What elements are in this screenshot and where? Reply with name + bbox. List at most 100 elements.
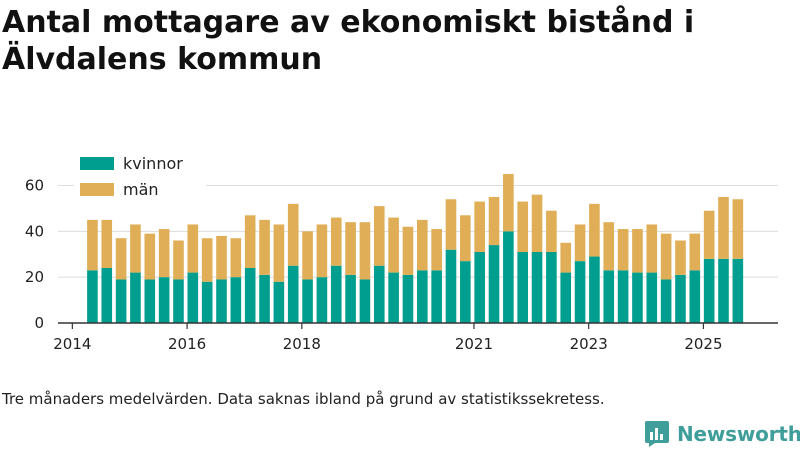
bar-kvinnor [101, 268, 113, 323]
bar-kvinnor [359, 279, 371, 323]
bar-män [531, 194, 543, 252]
bar-kvinnor [388, 272, 399, 323]
stacked-bar-chart: 0 20 40 60 2014 2016 2018 2021 2023 2025 kvinnor… [25, 150, 778, 350]
bar-män [302, 231, 313, 280]
bar-män [173, 240, 184, 280]
bar-kvinnor [718, 258, 729, 323]
bar-män [703, 210, 715, 259]
y-tick-label: 60 [25, 177, 44, 195]
bar-män [546, 210, 557, 252]
bars [87, 174, 744, 324]
bar-kvinnor [503, 231, 514, 323]
x-tick-label: 2025 [684, 335, 722, 350]
bar-män [115, 238, 127, 280]
bar-kvinnor [675, 274, 686, 324]
bar-män [345, 222, 356, 275]
bar-kvinnor [703, 258, 715, 323]
x-tick-label: 2016 [168, 335, 206, 350]
bar-kvinnor [603, 270, 615, 323]
x-tick-labels: 2014 2016 2018 2021 2023 2025 [53, 335, 722, 350]
bar-kvinnor [259, 274, 270, 324]
bar-kvinnor [373, 265, 385, 323]
bar-män [445, 199, 457, 250]
bar-män [417, 219, 428, 271]
bar-kvinnor [87, 270, 98, 323]
bar-kvinnor [230, 277, 242, 323]
bar-män [503, 174, 514, 232]
bar-kvinnor [144, 279, 156, 323]
bar-kvinnor [402, 274, 414, 324]
bar-kvinnor [646, 272, 658, 323]
bar-män [87, 219, 98, 271]
brand-name: Newsworthy [677, 422, 800, 446]
bar-kvinnor [632, 272, 643, 323]
bar-kvinnor [589, 256, 600, 323]
bar-kvinnor [345, 274, 356, 324]
bar-män [402, 226, 414, 275]
y-tick-label: 20 [25, 268, 44, 286]
bar-kvinnor [244, 268, 256, 323]
bar-kvinnor [660, 279, 672, 323]
bar-män [488, 196, 500, 246]
bar-män [259, 219, 270, 275]
bar-män [589, 203, 600, 257]
x-tick-label: 2021 [455, 335, 493, 350]
bar-kvinnor [689, 270, 701, 323]
bar-kvinnor [158, 277, 170, 323]
bar-män [460, 215, 471, 262]
bar-kvinnor [546, 251, 557, 323]
bar-kvinnor [431, 270, 442, 323]
bar-kvinnor [273, 281, 285, 323]
bar-kvinnor [617, 270, 629, 323]
bar-män [689, 233, 701, 271]
bar-kvinnor [201, 281, 213, 323]
bar-kvinnor [531, 251, 543, 323]
bar-män [244, 215, 256, 268]
bar-män [617, 229, 629, 271]
bar-män [330, 217, 342, 266]
bar-kvinnor [173, 279, 184, 323]
bar-män [675, 240, 686, 275]
legend-label-män: män [123, 180, 159, 199]
bar-män [517, 201, 528, 252]
bar-kvinnor [130, 272, 141, 323]
bar-kvinnor [287, 265, 299, 323]
y-tick-labels: 0 20 40 60 [25, 177, 44, 333]
legend: kvinnor män [74, 150, 206, 206]
bar-män [660, 233, 672, 280]
bar-kvinnor [330, 265, 342, 323]
x-axis [58, 322, 778, 329]
bar-kvinnor [474, 251, 485, 323]
bar-män [158, 229, 170, 278]
bar-kvinnor [517, 251, 528, 323]
bar-kvinnor [460, 261, 471, 324]
bar-män [646, 224, 658, 273]
bar-kvinnor [445, 249, 457, 323]
bar-män [388, 217, 399, 273]
chart-caption: Tre månaders medelvärden. Data saknas ib… [2, 390, 605, 408]
bar-män [230, 238, 242, 278]
bar-män [718, 196, 729, 259]
bar-män [130, 224, 141, 273]
bar-chart-bubble-icon [645, 421, 669, 447]
bar-män [632, 229, 643, 273]
brand-logo: Newsworthy [644, 420, 800, 448]
bar-män [316, 224, 328, 278]
x-tick-label: 2023 [570, 335, 608, 350]
bar-kvinnor [187, 272, 199, 323]
x-tick-label: 2018 [283, 335, 321, 350]
bar-kvinnor [115, 279, 127, 323]
legend-label-kvinnor: kvinnor [123, 154, 183, 173]
bar-män [273, 224, 285, 282]
bar-män [732, 199, 744, 259]
bar-män [560, 242, 572, 273]
bar-män [474, 201, 485, 252]
bar-män [603, 222, 615, 271]
bar-kvinnor [732, 258, 744, 323]
x-tick-label: 2014 [53, 335, 91, 350]
bar-kvinnor [488, 245, 500, 323]
bar-kvinnor [302, 279, 313, 323]
legend-swatch-kvinnor [80, 157, 114, 170]
bar-män [201, 238, 213, 282]
bar-män [216, 235, 227, 280]
